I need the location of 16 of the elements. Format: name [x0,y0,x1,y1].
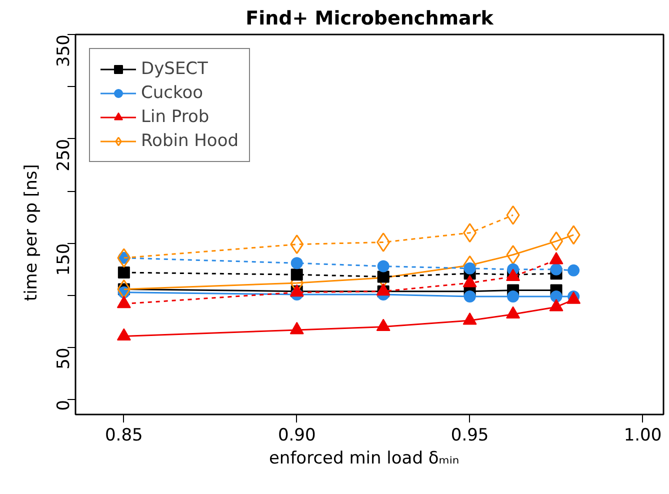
x-axis-title: enforced min load δₘᵢₙ [268,448,460,468]
y-axis-title: time per op [ns] [22,164,42,302]
x-tick-label: 0.95 [450,426,489,446]
legend-label: DySECT [141,59,208,79]
y-tick-label: 150 [54,243,74,276]
x-tick-label: 1.00 [624,426,662,446]
y-tick-label: 250 [54,138,74,172]
y-tick-label: 350 [54,34,74,67]
y-tick-label: 50 [54,348,74,370]
legend-label: Robin Hood [141,131,239,151]
legend-label: Lin Prob [141,107,210,127]
x-tick-label: 0.85 [105,426,143,446]
y-tick-label: 0 [54,400,74,411]
legend-label: Cuckoo [141,83,204,103]
x-tick-label: 0.90 [278,426,316,446]
chart-title: Find+ Microbenchmark [246,8,494,30]
